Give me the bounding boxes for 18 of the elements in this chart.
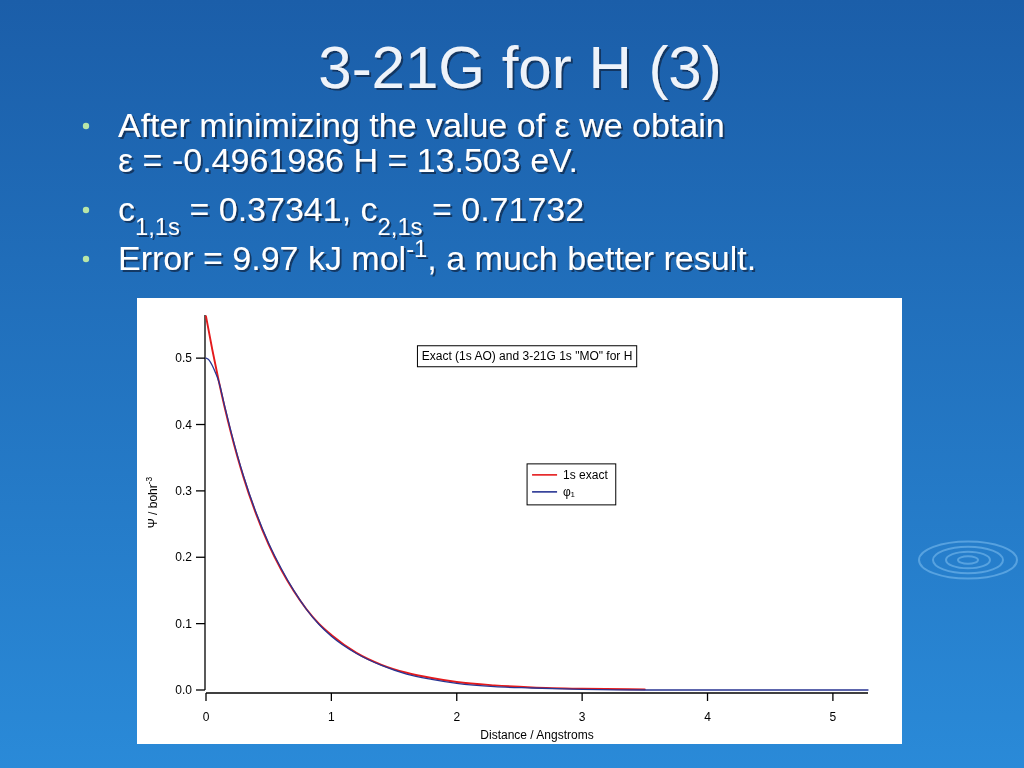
x-tick-label: 4 [704,710,712,724]
x-tick-label: 5 [829,710,837,724]
y-tick-label: 0.3 [175,484,193,499]
y-tick-label: 0.4 [175,417,193,432]
legend-label: 1s exact [563,468,609,483]
x-axis-title: Distance / Angstroms [480,728,594,742]
x-tick-label: 2 [453,710,461,724]
legend-label: φ₁ [563,485,575,500]
y-tick-label: 0.2 [175,550,193,565]
x-tick-label: 3 [578,710,586,724]
x-tick-label: 0 [202,710,210,724]
text: After minimizing the value of ε we obtain ε = -0.4961986 H = 13.503 eV. [118,106,725,179]
chart-title: 3-21G for H (3) [318,34,722,101]
x-tick-label: 1 [328,710,336,724]
y-tick-label: 0.0 [175,683,193,698]
y-tick-label: 0.5 [175,351,193,366]
y-tick-label: 0.1 [175,616,193,631]
text: Exact (1s AO) and 3-21G 1s "MO" for H [421,349,633,364]
